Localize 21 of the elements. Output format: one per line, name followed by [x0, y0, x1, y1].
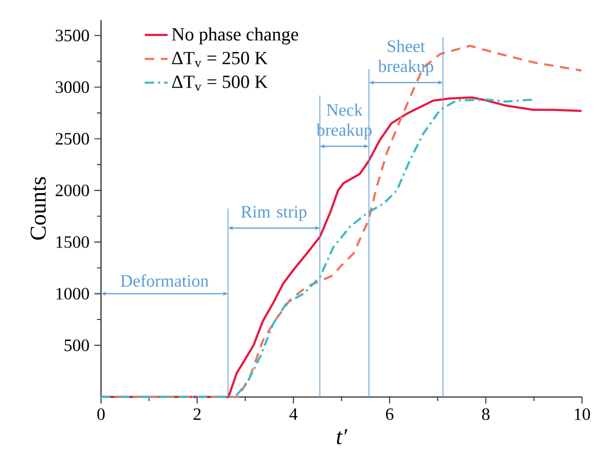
x-tick-label: 2: [194, 408, 201, 420]
y-tick-label: 3500: [56, 30, 89, 42]
x-tick-label: 0: [97, 408, 105, 420]
annotation: Sheet breakup: [378, 40, 434, 76]
y-tick-label: 2500: [56, 132, 89, 145]
y-tick-label: 3000: [56, 81, 89, 93]
x-tick-label: 8: [482, 408, 490, 420]
annotation: Rim strip: [241, 206, 306, 222]
y-axis-title: Counts: [30, 177, 46, 240]
legend-label: No phase change: [172, 27, 298, 44]
x-tick-label: 4: [289, 408, 298, 420]
y-tick-label: 1500: [56, 236, 89, 248]
y-tick-label: 2000: [56, 184, 89, 196]
x-tick-label: 10: [574, 408, 590, 420]
x-axis-title: t′: [336, 429, 348, 444]
annotation: Deformation: [120, 274, 209, 287]
y-tick-label: 500: [64, 340, 89, 352]
legend-label: ΔT$_{v}$ = 250 K: [172, 52, 268, 68]
y-tick-label: 1000: [56, 288, 89, 300]
legend-label: ΔT$_{v}$ = 500 K: [172, 76, 268, 91]
x-tick-label: 6: [386, 408, 394, 420]
